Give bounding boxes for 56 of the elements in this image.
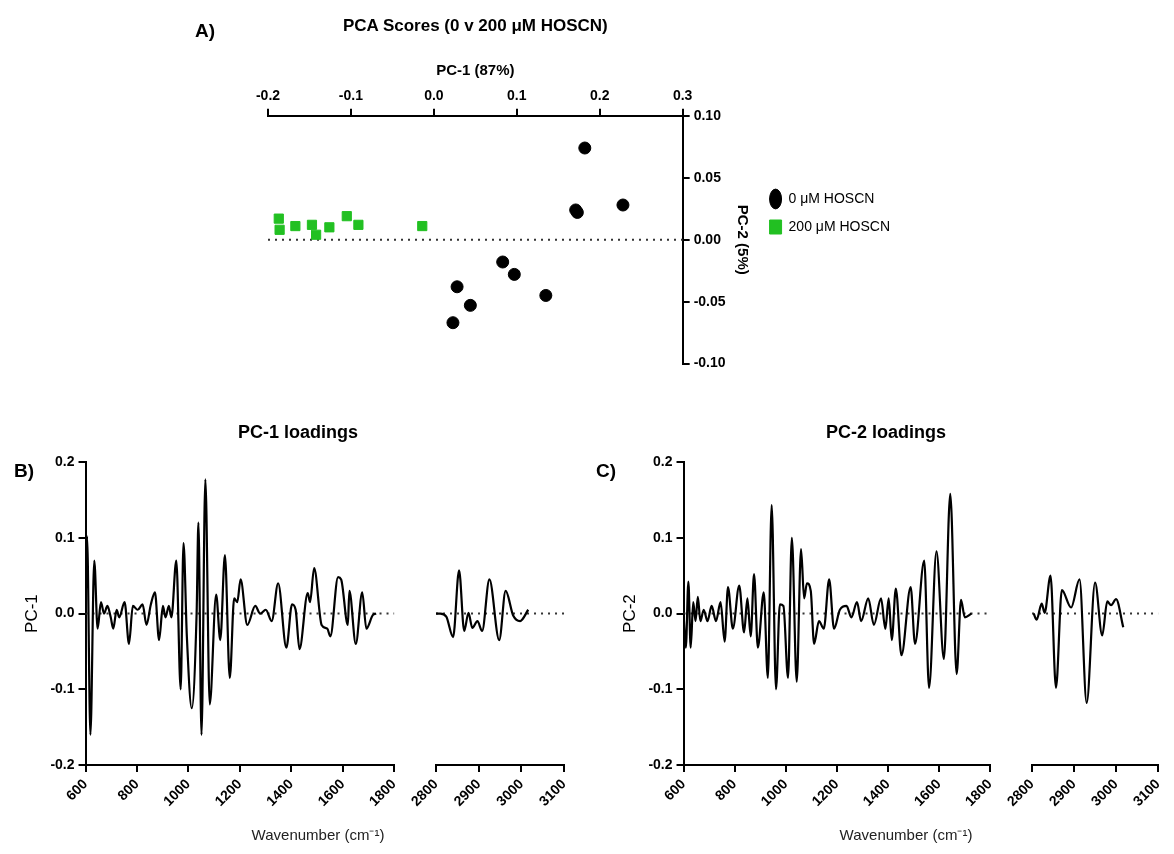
point [450, 280, 464, 294]
point [507, 267, 521, 281]
text: A) [195, 20, 216, 42]
y-axis-title: PC-1 [21, 594, 41, 633]
x-tick-label: 0.2 [590, 87, 610, 104]
point [417, 220, 428, 232]
legend-label: 0 μM HOSCN [788, 189, 875, 206]
y-tick-label: 0.1 [55, 528, 75, 545]
x-tick-label: -0.1 [338, 87, 364, 104]
y-tick-label: 0.2 [653, 452, 673, 469]
point [324, 222, 335, 233]
chart-title: PC-1 loadings [237, 422, 359, 443]
x-axis-title: Wavenumber (cm⁻¹) [838, 825, 974, 844]
point [341, 211, 352, 222]
y-tick-label: -0.05 [693, 292, 726, 309]
x-axis-title: PC-1 (87%) [436, 61, 515, 79]
point [616, 198, 630, 212]
x-tick-label: -0.2 [255, 87, 281, 104]
y-tick-label: 0.1 [653, 528, 673, 545]
y-tick-label: -0.1 [648, 680, 673, 697]
point [311, 229, 322, 240]
point [539, 288, 553, 302]
text: C) [596, 460, 617, 482]
y-tick-label: -0.2 [648, 755, 673, 772]
y-axis-title: PC-2 (5%) [735, 204, 753, 275]
x-tick-label: 600 [660, 775, 689, 804]
point [446, 316, 460, 330]
point [496, 255, 510, 269]
point [306, 219, 318, 230]
point [273, 213, 284, 224]
point [463, 298, 477, 312]
y-tick-label: 0.0 [653, 604, 673, 621]
point [353, 219, 364, 230]
x-tick-label: 0.1 [507, 87, 527, 104]
y-tick-label: 0.0 [55, 604, 75, 621]
chart-title: PC-2 loadings [825, 422, 947, 443]
point [274, 224, 285, 235]
x-tick-label: 0.3 [672, 87, 693, 104]
x-tick-label: 800 [113, 775, 142, 804]
x-axis-title: Wavenumber (cm⁻¹) [250, 825, 386, 844]
point [578, 141, 592, 155]
x-tick-label: 800 [711, 775, 740, 804]
x-tick-label: 0.0 [424, 87, 444, 104]
legend-label: 200 μM HOSCN [788, 217, 891, 234]
y-tick-label: -0.1 [50, 680, 75, 697]
y-tick-label: 0.2 [55, 452, 75, 469]
y-tick-label: -0.10 [693, 354, 726, 371]
y-tick-label: 0.10 [693, 106, 722, 123]
y-axis-title: PC-2 [619, 594, 639, 633]
x-tick-label: 600 [62, 775, 91, 804]
point [290, 220, 301, 232]
y-tick-label: 0.00 [693, 230, 722, 247]
y-tick-label: -0.2 [50, 755, 75, 772]
text: B) [14, 460, 35, 482]
y-tick-label: 0.05 [693, 168, 722, 185]
chart-title: PCA Scores (0 v 200 μM HOSCN) [342, 15, 608, 35]
